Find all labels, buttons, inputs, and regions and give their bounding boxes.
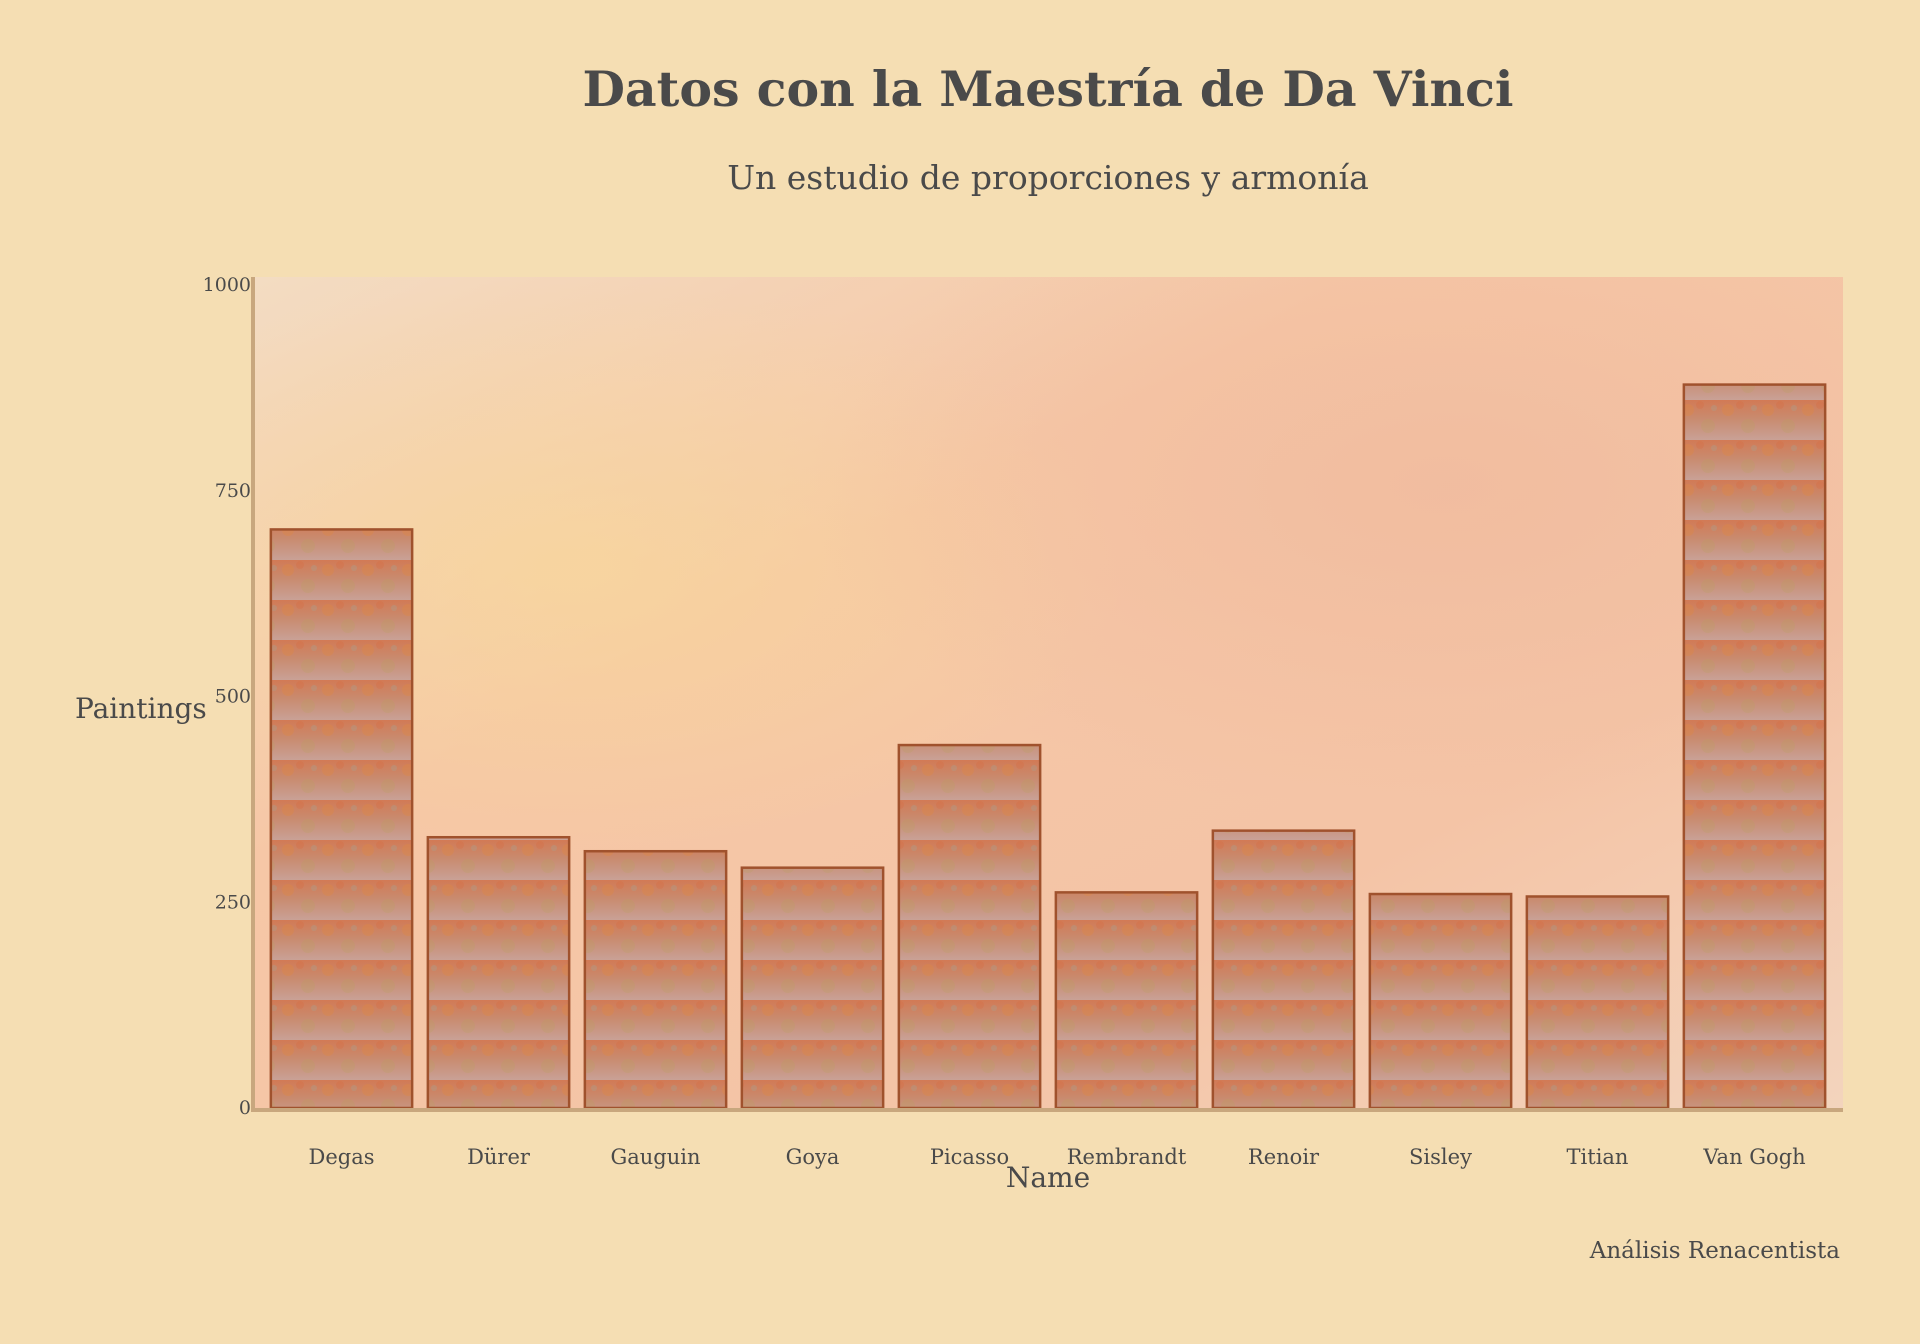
bar-sisley [1368, 892, 1513, 1110]
x-tick-label: Gauguin [610, 1145, 700, 1169]
y-axis-label: Paintings [75, 692, 207, 725]
x-axis-label: Name [1006, 1161, 1090, 1194]
x-tick-label: Titian [1567, 1145, 1629, 1169]
chart-subtitle: Un estudio de proporciones y armonía [727, 158, 1369, 197]
x-tick-label: Dürer [467, 1145, 531, 1169]
y-tick-label: 500 [215, 686, 251, 708]
y-tick-label: 1000 [203, 274, 251, 296]
x-tick-label: Picasso [930, 1145, 1009, 1169]
y-tick-label: 750 [215, 480, 251, 502]
x-tick-label: Rembrandt [1067, 1145, 1187, 1169]
x-tick-label: Goya [786, 1145, 840, 1169]
y-tick-label: 250 [215, 891, 251, 913]
footnote: Análisis Renacentista [1589, 1238, 1840, 1264]
bar-goya [740, 866, 885, 1110]
x-tick-label: Degas [308, 1145, 374, 1169]
bar-rembrandt [1054, 891, 1199, 1110]
bar-van-gogh [1682, 383, 1827, 1110]
bar-renoir [1211, 829, 1356, 1110]
x-tick-label: Van Gogh [1702, 1145, 1805, 1169]
bar-degas [269, 528, 414, 1110]
chart-title: Datos con la Maestría de Da Vinci [582, 60, 1514, 118]
x-tick-label: Sisley [1409, 1145, 1472, 1169]
bar-picasso [897, 743, 1042, 1110]
y-tick-label: 0 [239, 1097, 251, 1119]
x-tick-label: Renoir [1248, 1145, 1320, 1169]
bar-gauguin [583, 849, 728, 1110]
bar-dürer [426, 835, 571, 1110]
bar-titian [1525, 895, 1670, 1110]
